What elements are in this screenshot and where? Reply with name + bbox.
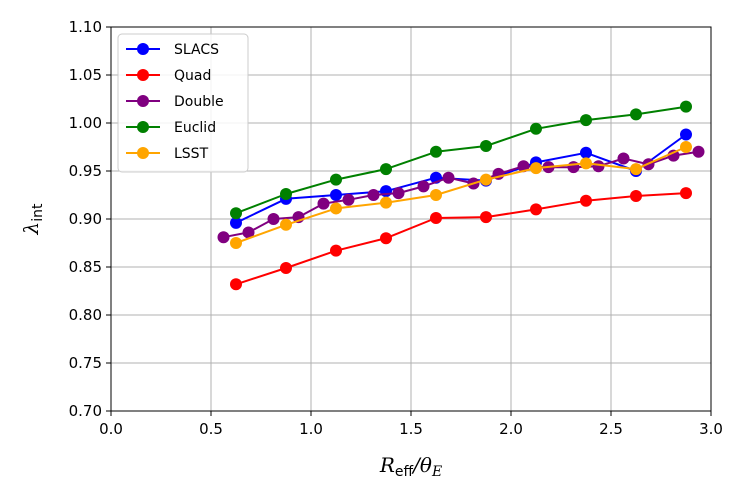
legend-label: SLACS bbox=[174, 42, 219, 58]
x-tick-label: 0.0 bbox=[99, 420, 123, 438]
x-tick-label: 1.0 bbox=[299, 420, 323, 438]
legend-marker bbox=[137, 69, 149, 81]
slacs-point bbox=[580, 146, 592, 159]
slacs-point bbox=[330, 189, 342, 201]
double-point bbox=[617, 152, 630, 165]
y-tick-label: 0.75 bbox=[69, 354, 102, 372]
double-point bbox=[317, 197, 330, 210]
euclid-point bbox=[430, 145, 442, 158]
double-point bbox=[267, 213, 280, 225]
legend: SLACS Quad Double Euclid LSST bbox=[117, 33, 249, 173]
series-lsst bbox=[230, 141, 692, 249]
legend-item-quad: Quad bbox=[126, 68, 211, 84]
legend-item-lsst: LSST bbox=[126, 146, 209, 162]
quad-point bbox=[580, 194, 592, 207]
lsst-point bbox=[680, 141, 692, 153]
lsst-point bbox=[430, 189, 442, 201]
y-tick-label: 0.80 bbox=[69, 306, 102, 324]
euclid-line bbox=[235, 105, 687, 215]
legend-marker bbox=[137, 121, 149, 133]
quad-point bbox=[430, 212, 442, 225]
double-point bbox=[567, 161, 580, 174]
x-tick-label: 0.5 bbox=[199, 420, 223, 438]
legend-item-double: Double bbox=[126, 94, 224, 110]
legend-marker bbox=[137, 147, 149, 159]
legend-label: Double bbox=[174, 94, 224, 110]
y-tick-label: 1.05 bbox=[69, 66, 102, 84]
legend-label: Quad bbox=[174, 68, 211, 84]
quad-point bbox=[680, 187, 692, 200]
double-point bbox=[417, 180, 430, 193]
euclid-point bbox=[280, 188, 292, 201]
lsst-point bbox=[280, 218, 292, 231]
quad-point bbox=[480, 211, 492, 224]
x-tick-label: 2.0 bbox=[499, 420, 523, 438]
y-tick-label: 1.10 bbox=[69, 18, 102, 36]
y-axis-label: λint bbox=[19, 203, 46, 235]
y-tick-label: 0.95 bbox=[69, 162, 102, 180]
y-tick-label: 0.70 bbox=[69, 402, 102, 420]
series-euclid bbox=[230, 100, 692, 220]
double-point bbox=[692, 145, 705, 158]
lsst-point bbox=[330, 202, 342, 215]
lsst-point bbox=[480, 173, 492, 186]
legend-label: LSST bbox=[174, 146, 209, 162]
series-quad bbox=[230, 187, 692, 291]
lsst-point bbox=[530, 162, 542, 175]
slacs-point bbox=[230, 216, 242, 229]
double-point bbox=[342, 193, 355, 206]
quad-point bbox=[330, 244, 342, 257]
euclid-point bbox=[230, 207, 242, 220]
quad-point bbox=[230, 278, 242, 291]
double-point bbox=[517, 160, 530, 173]
double-point bbox=[367, 189, 380, 201]
y-tick-label: 1.00 bbox=[69, 114, 102, 132]
double-point bbox=[592, 160, 605, 173]
quad-point bbox=[280, 261, 292, 274]
x-tick-label: 2.5 bbox=[599, 420, 623, 438]
euclid-point bbox=[680, 100, 692, 113]
legend-marker bbox=[137, 95, 149, 107]
quad-line bbox=[235, 192, 687, 286]
lsst-point bbox=[230, 237, 242, 249]
y-tick-label: 0.90 bbox=[69, 210, 102, 228]
series-layer bbox=[217, 100, 705, 291]
double-point bbox=[242, 226, 255, 239]
legend-item-euclid: Euclid bbox=[126, 120, 216, 136]
series-double bbox=[217, 145, 705, 244]
legend-label: Euclid bbox=[174, 120, 216, 136]
x-tick-label: 3.0 bbox=[699, 420, 723, 438]
x-axis-label: Reff/θE bbox=[379, 453, 442, 480]
euclid-point bbox=[380, 163, 392, 176]
legend-marker bbox=[137, 43, 149, 55]
quad-point bbox=[380, 232, 392, 245]
lsst-point bbox=[580, 157, 592, 170]
euclid-point bbox=[630, 108, 642, 121]
euclid-point bbox=[580, 114, 592, 127]
y-tick-label: 0.85 bbox=[69, 258, 102, 276]
quad-point bbox=[630, 189, 642, 202]
euclid-point bbox=[330, 173, 342, 186]
double-point bbox=[667, 149, 680, 162]
slacs-point bbox=[680, 128, 692, 141]
x-tick-label: 1.5 bbox=[399, 420, 423, 438]
lsst-point bbox=[630, 163, 642, 176]
euclid-point bbox=[480, 140, 492, 153]
axis-ticks: 0.0 0.5 1.0 1.5 2.0 2.5 3.0 0.70 0.75 0.80 0.85 0.9… bbox=[69, 18, 723, 438]
quad-point bbox=[530, 203, 542, 216]
lsst-point bbox=[380, 196, 392, 209]
lsst-line bbox=[235, 146, 687, 244]
double-point bbox=[392, 187, 405, 200]
legend-item-slacs: SLACS bbox=[126, 42, 219, 58]
double-point bbox=[217, 231, 230, 244]
double-point bbox=[442, 171, 455, 184]
euclid-point bbox=[530, 122, 542, 135]
legend-box bbox=[117, 33, 249, 173]
